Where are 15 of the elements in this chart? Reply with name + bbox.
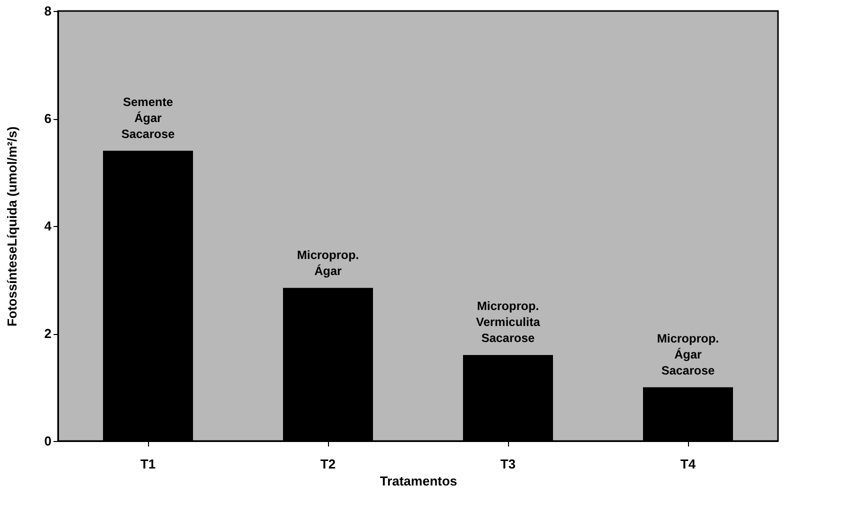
y-tick-label: 0 — [44, 434, 52, 448]
x-tick-label: T1 — [140, 456, 156, 472]
x-tick-label: T2 — [320, 456, 336, 472]
annotation: Microprop. Ágar Sacarose — [657, 331, 719, 378]
y-tick-label: 8 — [44, 4, 52, 18]
y-tick-label: 2 — [44, 326, 52, 341]
x-axis-title: Tratamentos — [380, 474, 458, 488]
annotation: Semente Ágar Sacarose — [121, 94, 176, 141]
annotation: Microprop. Ágar — [297, 248, 359, 278]
x-tick-label: T3 — [500, 456, 516, 472]
annotation: Microprop. Vermiculita Sacarose — [476, 299, 540, 345]
y-axis-title: FotossínteseLíquida (umol/m²/s) — [4, 126, 20, 327]
y-tick-label: 6 — [44, 111, 52, 126]
y-tick-label: 4 — [44, 218, 52, 234]
x-tick-label: T4 — [680, 456, 696, 472]
